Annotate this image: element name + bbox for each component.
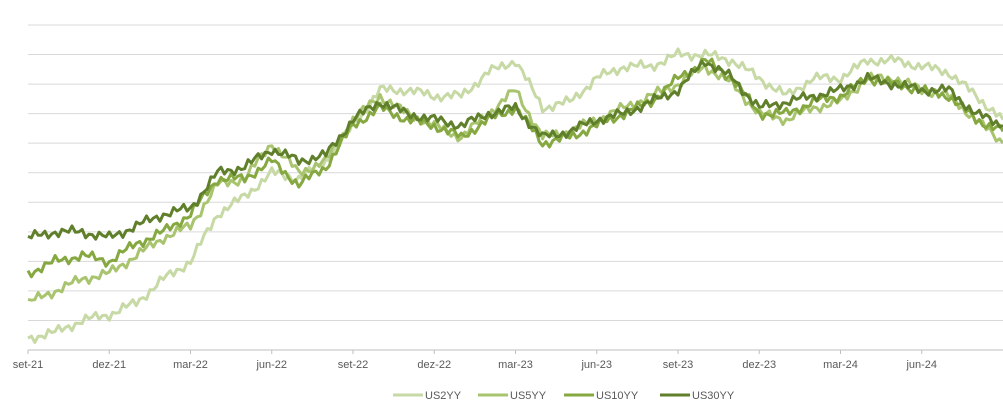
legend-item-us10yy: US10YY [564,390,639,402]
legend-label: US5YY [510,390,547,402]
series-line-us2yy [27,47,1003,344]
chart-legend: US2YY US5YY US10YY US30YY [393,390,735,402]
series-lines [26,47,1003,344]
x-tick-label: mar-22 [173,359,208,371]
x-tick-label: dez-21 [92,359,126,371]
x-tick-label: dez-23 [742,359,776,371]
x-tick-label: jun-22 [255,359,287,371]
x-tick-label: jun-24 [905,359,937,371]
x-tick-label: jun-23 [580,359,612,371]
legend-item-us5yy: US5YY [478,390,547,402]
legend-label: US2YY [425,390,462,402]
legend-item-us2yy: US2YY [393,390,462,402]
legend-label: US10YY [596,390,639,402]
series-line-us5yy [27,63,1003,302]
legend-item-us30yy: US30YY [660,390,735,402]
x-axis-ticks: set-21 dez-21 mar-22 jun-22 set-22 dez-22 mar-… [13,350,937,371]
x-tick-label: dez-22 [417,359,451,371]
x-tick-label: mar-23 [498,359,533,371]
x-tick-label: set-22 [338,359,369,371]
x-tick-label: set-23 [663,359,694,371]
series-line-us10yy [26,57,1003,279]
legend-label: US30YY [692,390,735,402]
x-tick-label: set-21 [13,359,44,371]
x-tick-label: mar-24 [823,359,858,371]
series-line-us30yy [27,60,1003,241]
